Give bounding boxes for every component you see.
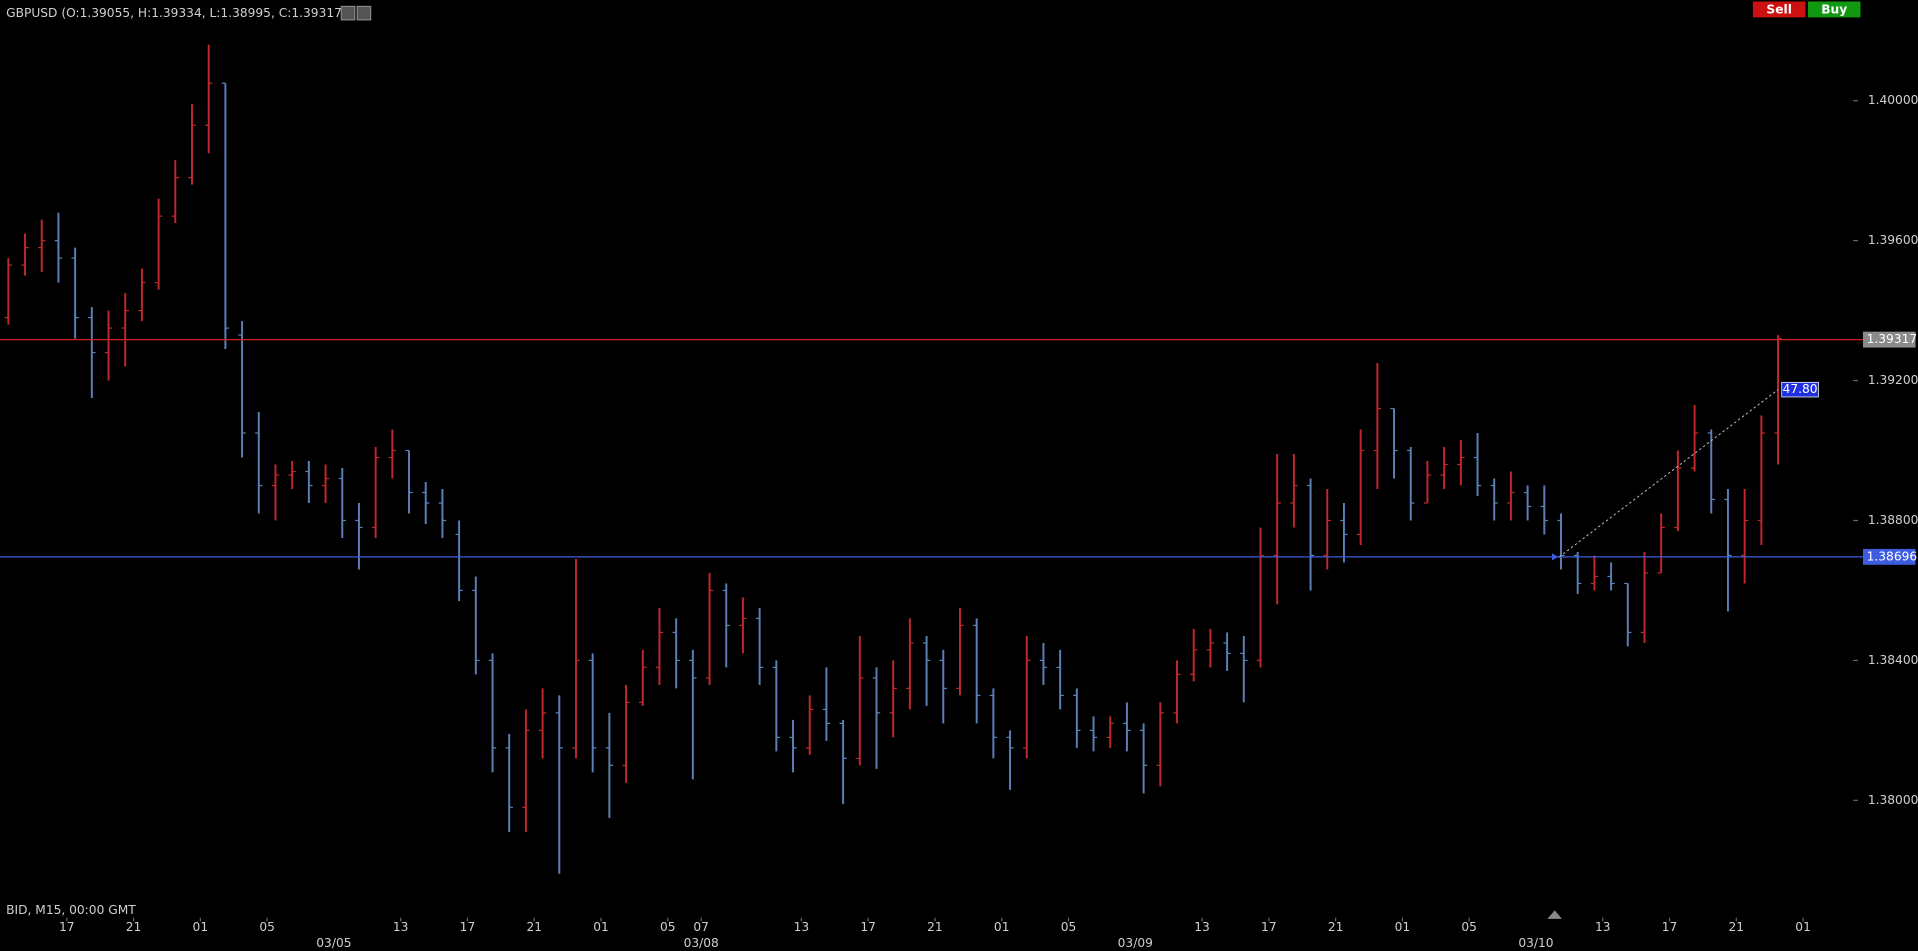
x-tick-label: 17 [460,920,476,934]
sell-button[interactable] [1752,1,1806,18]
y-tick-label: 1.40000 [1868,93,1918,107]
price-level-label: 1.39317 [1867,332,1918,346]
x-tick-label: 05 [259,920,275,934]
x-tick-label: 21 [927,920,943,934]
x-tick-label: 01 [193,920,209,934]
x-tick-label: 01 [994,920,1010,934]
buy-label[interactable]: Buy [1821,3,1847,17]
x-tick-label: 17 [59,920,75,934]
price-level-label: 1.38696 [1867,549,1918,563]
trend-label-box [1781,381,1819,398]
date-label: 03/08 [684,936,719,950]
x-tick-label: 17 [1261,920,1277,934]
x-tick-label: 05 [1461,920,1477,934]
x-tick-label: 13 [1595,920,1611,934]
x-tick-label: 05 [1061,920,1077,934]
icon-button[interactable] [356,5,372,21]
x-tick-label: 17 [860,920,876,934]
x-tick-label: 13 [794,920,810,934]
x-tick-label: 01 [593,920,609,934]
price-level-box [1862,548,1916,565]
x-tick-label: 05 [660,920,676,934]
chart-title: GBPUSD (O:1.39055, H:1.39334, L:1.38995,… [6,6,347,20]
x-tick-label: 21 [526,920,542,934]
y-tick-label: 1.39200 [1868,373,1918,387]
x-tick-label: 07 [693,920,709,934]
price-level-box [1862,331,1916,348]
y-tick-label: 1.39600 [1868,233,1918,247]
y-tick-label: 1.38800 [1868,513,1918,527]
y-tick-label: 1.38400 [1868,653,1918,667]
x-tick-label: 01 [1795,920,1811,934]
trend-line [1559,389,1779,558]
icon-button[interactable] [340,5,356,21]
x-tick-label: 13 [393,920,409,934]
x-tick-label: 21 [1729,920,1745,934]
buy-button[interactable] [1807,1,1861,18]
trend-label: 47.80 [1783,382,1818,396]
date-label: 03/10 [1518,936,1553,950]
x-tick-label: 13 [1194,920,1210,934]
x-tick-label: 01 [1395,920,1411,934]
x-tick-label: 21 [126,920,142,934]
sell-label[interactable]: Sell [1766,3,1791,17]
scroll-marker[interactable] [1547,910,1563,919]
y-tick-label: 1.38000 [1868,793,1918,807]
trend-anchor [1551,553,1559,561]
x-tick-label: 17 [1662,920,1678,934]
footer-label: BID, M15, 00:00 GMT [6,903,136,917]
date-label: 03/05 [316,936,351,950]
x-tick-label: 21 [1328,920,1344,934]
date-label: 03/09 [1118,936,1153,950]
